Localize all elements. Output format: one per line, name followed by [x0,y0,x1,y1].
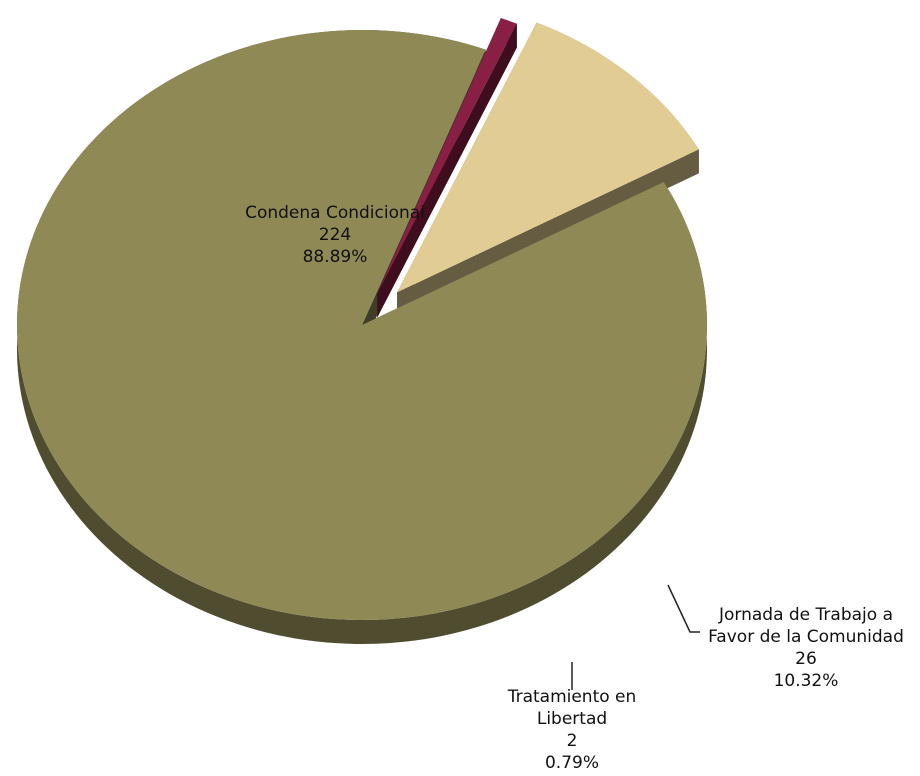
label-condena-value: 224 [318,225,352,245]
label-condena-name: Condena Condicional [245,203,425,223]
label-jornada-name-1: Jornada de Trabajo a [718,605,893,625]
pie-slice-face-1-1 [377,23,517,318]
label-tratamiento: Tratamiento en Libertad 2 0.79% [462,686,682,774]
pie-slices [16,18,708,644]
label-jornada-value: 26 [795,649,817,669]
label-tratamiento-value: 2 [566,731,578,751]
pie-slice-condena-condicional [16,29,707,620]
leader-line-jornada [667,584,700,633]
label-jornada-name-2: Favor de la Comunidad [708,627,904,647]
label-jornada-percent: 10.32% [773,671,839,691]
pie-slice-jornada-de-trabajo-a-favor-de-la-comunidad [397,22,699,293]
pie-slice-tratamiento-en-libertad [377,18,517,294]
label-tratamiento-name-1: Tratamiento en [507,687,637,707]
label-condena-percent: 88.89% [302,247,368,267]
label-tratamiento-percent: 0.79% [544,753,599,773]
label-condena-condicional: Condena Condicional 224 88.89% [210,202,460,268]
label-jornada: Jornada de Trabajo a Favor de la Comunid… [692,604,920,692]
label-tratamiento-name-2: Libertad [536,709,608,729]
